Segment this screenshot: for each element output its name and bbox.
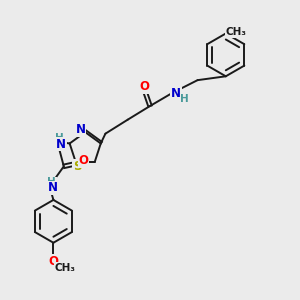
Text: N: N <box>171 87 181 100</box>
Text: H: H <box>47 177 56 188</box>
Text: S: S <box>73 160 81 173</box>
Text: CH₃: CH₃ <box>55 263 76 273</box>
Text: O: O <box>48 255 59 268</box>
Text: O: O <box>79 154 89 167</box>
Text: N: N <box>48 181 58 194</box>
Text: H: H <box>55 133 64 143</box>
Text: CH₃: CH₃ <box>226 27 247 37</box>
Text: O: O <box>140 80 150 94</box>
Text: N: N <box>76 123 86 136</box>
Text: N: N <box>56 138 66 151</box>
Text: H: H <box>180 94 189 104</box>
